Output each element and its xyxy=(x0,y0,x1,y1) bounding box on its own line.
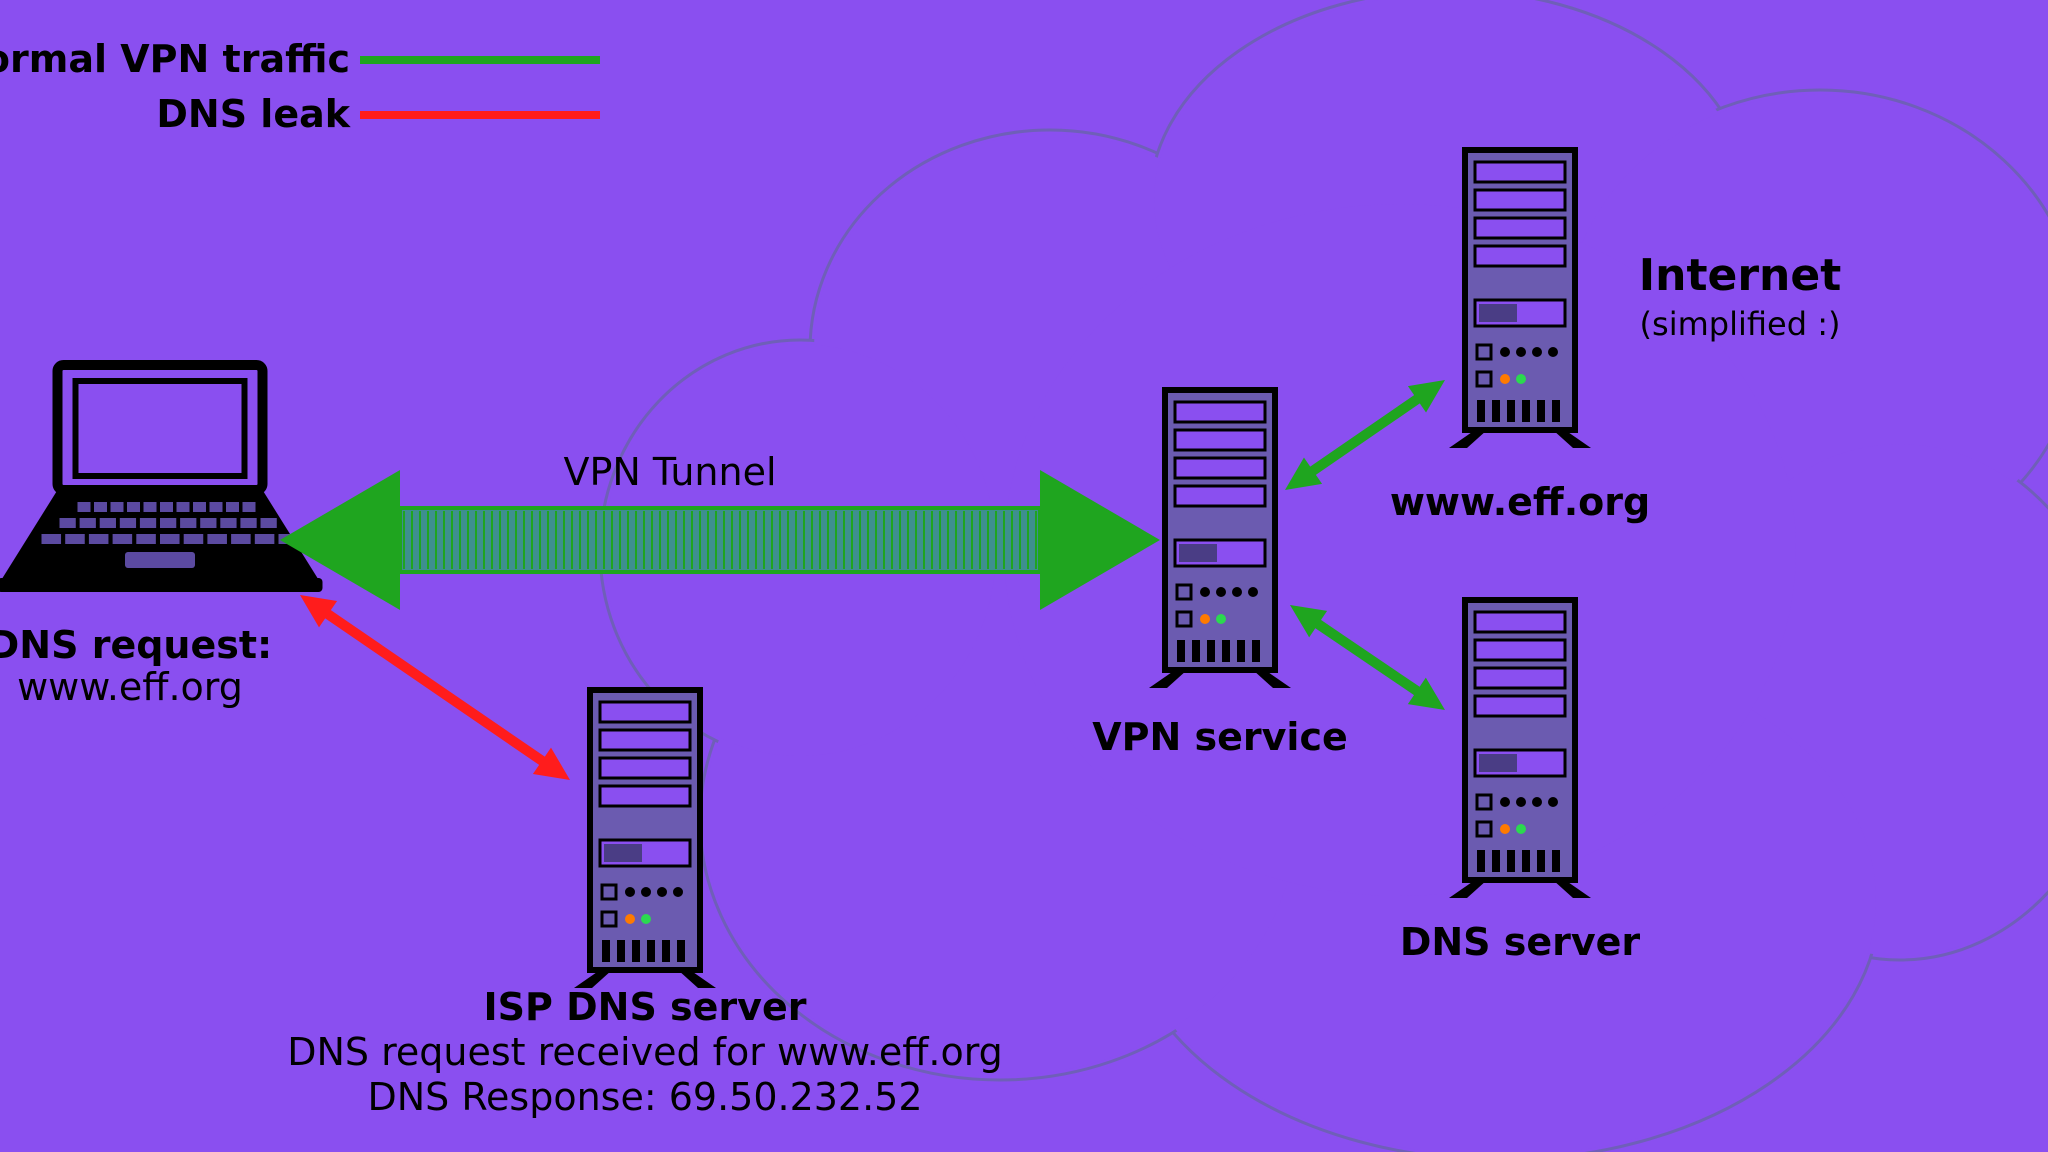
laptop-label-2: www.eff.org xyxy=(17,665,243,709)
server-dns-label: DNS server xyxy=(1400,920,1641,964)
server-isp-label: ISP DNS server xyxy=(484,985,807,1029)
server-www-label: www.eff.org xyxy=(1390,480,1650,524)
cloud-subtitle: (simplified :) xyxy=(1640,305,1841,343)
laptop-label-1: DNS request: xyxy=(0,623,272,667)
server-isp-label3: DNS Response: 69.50.232.52 xyxy=(367,1075,922,1119)
legend-label-0: Normal VPN traffic xyxy=(0,37,350,81)
server-isp-icon xyxy=(574,690,716,988)
vpn-tunnel-label: VPN Tunnel xyxy=(563,450,776,494)
server-isp-label2: DNS request received for www.eff.org xyxy=(287,1030,1003,1074)
server-www-icon xyxy=(1449,150,1591,448)
server-dns-icon xyxy=(1449,600,1591,898)
server-vpn-icon xyxy=(1149,390,1291,688)
cloud-title: Internet xyxy=(1639,250,1841,301)
server-vpn-label: VPN service xyxy=(1092,715,1348,759)
legend-label-1: DNS leak xyxy=(156,92,350,136)
